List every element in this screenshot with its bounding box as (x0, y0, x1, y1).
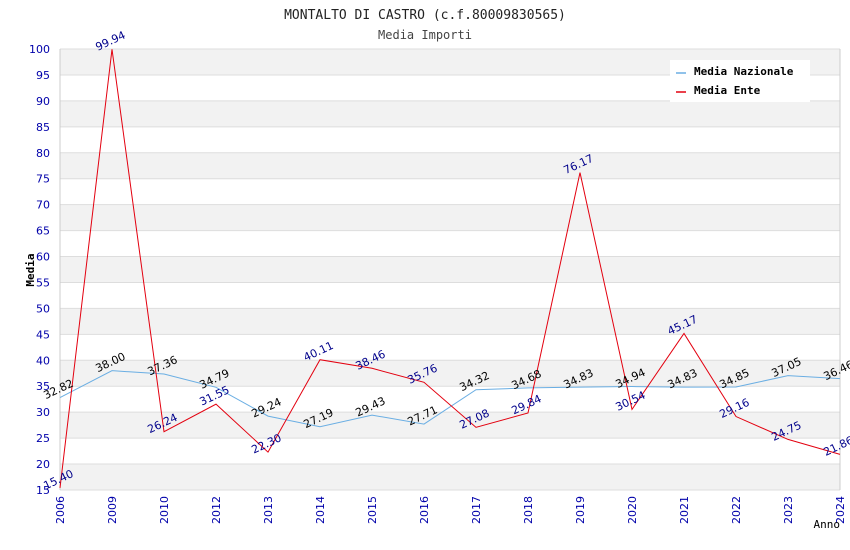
grid-band (60, 386, 840, 413)
x-tick-label: 2024 (834, 496, 847, 524)
grid-bands (59, 48, 841, 491)
grid-band (60, 360, 840, 387)
x-tick-label: 2013 (262, 496, 275, 524)
x-tick-label: 2010 (158, 496, 171, 524)
legend-label-media-nazionale: Media Nazionale (694, 65, 794, 78)
x-tick-label: 2012 (210, 496, 223, 524)
grid-band (60, 282, 840, 309)
y-tick-label: 45 (36, 328, 50, 341)
y-tick-label: 95 (36, 69, 50, 82)
grid-band (60, 178, 840, 205)
y-tick-label: 75 (36, 173, 50, 186)
y-tick-label: 25 (36, 432, 50, 445)
chart-title: MONTALTO DI CASTRO (c.f.80009830565) (284, 8, 566, 23)
x-tick-label: 2022 (730, 496, 743, 524)
x-tick-label: 2015 (366, 496, 379, 524)
y-axis-ticks: 15 20 25 30 35 40 45 50 55 60 65 70 75 80 85 90 95 100 (29, 43, 50, 497)
y-tick-label: 55 (36, 276, 50, 289)
y-tick-label: 90 (36, 95, 50, 108)
grid-band (60, 308, 840, 335)
grid-band (60, 464, 840, 490)
y-tick-label: 20 (36, 458, 50, 471)
grid-band (60, 256, 840, 283)
x-tick-label: 2006 (54, 496, 67, 524)
grid-band (60, 100, 840, 127)
y-axis-label: Media (24, 253, 37, 286)
x-tick-label: 2021 (678, 496, 691, 524)
x-tick-label: 2014 (314, 496, 327, 524)
x-tick-label: 2019 (574, 496, 587, 524)
grid-band (60, 412, 840, 439)
legend-label-media-ente: Media Ente (694, 84, 761, 97)
x-axis-label: Anno (814, 518, 841, 531)
y-tick-label: 35 (36, 380, 50, 393)
series-lines (59, 49, 841, 488)
x-tick-label: 2020 (626, 496, 639, 524)
y-tick-label: 85 (36, 121, 50, 134)
series-line-media-nazionale (59, 370, 841, 428)
y-tick-label: 40 (36, 354, 50, 367)
y-tick-label: 100 (29, 43, 50, 56)
x-tick-label: 2016 (418, 496, 431, 524)
x-tick-label: 2017 (470, 496, 483, 524)
y-tick-label: 65 (36, 225, 50, 238)
grid-band (60, 438, 840, 465)
y-tick-label: 30 (36, 406, 50, 419)
y-tick-label: 50 (36, 302, 50, 315)
y-tick-label: 15 (36, 484, 50, 497)
grid-band (60, 334, 840, 361)
x-axis-ticks: 2006 2009 2010 2012 2013 2014 2015 2016 2017 2018… (54, 496, 847, 524)
legend-box (670, 60, 810, 102)
grid-band (60, 204, 840, 231)
x-tick-label: 2023 (782, 496, 795, 524)
series-line-media-ente (59, 49, 841, 488)
x-tick-label: 2009 (106, 496, 119, 524)
y-tick-label: 80 (36, 147, 50, 160)
grid-band (60, 230, 840, 257)
y-tick-label: 60 (36, 251, 50, 264)
grid-band (60, 152, 840, 179)
chart-subtitle: Media Importi (378, 28, 472, 42)
x-tick-label: 2018 (522, 496, 535, 524)
legend: Media Nazionale Media Ente (670, 60, 810, 102)
y-tick-label: 70 (36, 199, 50, 212)
grid-band (60, 126, 840, 153)
